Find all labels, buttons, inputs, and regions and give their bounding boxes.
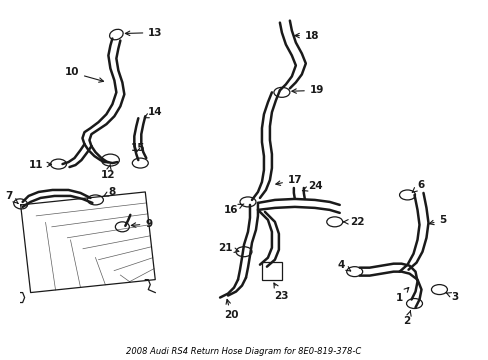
Text: 2008 Audi RS4 Return Hose Diagram for 8E0-819-378-C: 2008 Audi RS4 Return Hose Diagram for 8E… <box>126 347 361 356</box>
Text: 7: 7 <box>6 191 18 203</box>
Text: 18: 18 <box>294 31 319 41</box>
Bar <box>262 262 281 280</box>
Text: 14: 14 <box>144 107 163 118</box>
Text: 17: 17 <box>275 175 302 185</box>
Text: 4: 4 <box>337 260 350 271</box>
Text: 1: 1 <box>395 288 408 302</box>
Text: 12: 12 <box>100 165 115 180</box>
Text: 11: 11 <box>29 160 51 170</box>
Text: 23: 23 <box>273 283 288 301</box>
Text: 15: 15 <box>130 143 144 153</box>
Text: 24: 24 <box>302 181 322 191</box>
Text: 6: 6 <box>411 180 424 192</box>
Text: 2: 2 <box>403 311 410 327</box>
Text: 10: 10 <box>64 67 103 82</box>
Text: 16: 16 <box>224 204 244 215</box>
Text: 19: 19 <box>291 85 324 95</box>
Text: 20: 20 <box>224 300 238 320</box>
Text: 5: 5 <box>428 215 446 225</box>
Text: 21: 21 <box>218 243 238 253</box>
Text: 3: 3 <box>445 292 458 302</box>
Text: 9: 9 <box>131 219 152 229</box>
Text: 13: 13 <box>125 28 163 37</box>
Text: 22: 22 <box>343 217 364 227</box>
Text: 8: 8 <box>103 187 115 197</box>
